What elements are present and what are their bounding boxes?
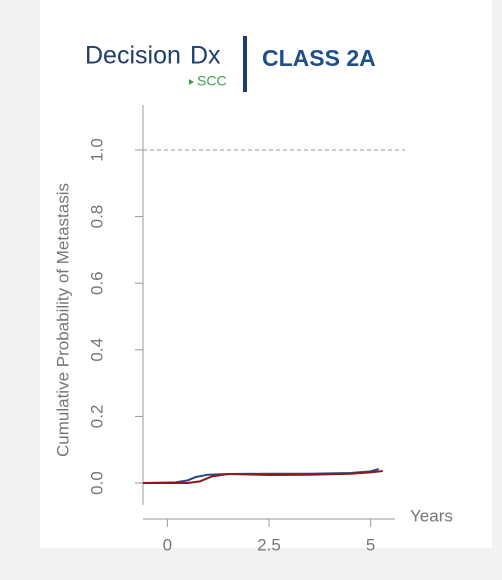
y-tick-label: 0.6 [87, 271, 106, 295]
brand: Decision [85, 42, 181, 70]
x-tick-label: 2.5 [257, 535, 281, 554]
y-tick-label: 0.8 [87, 205, 106, 229]
y-axis-label: Cumulative Probability of Metastasis [53, 183, 72, 457]
chart-title: CLASS 2A [262, 45, 376, 71]
brand-suffix: Dx [190, 42, 221, 70]
x-tick-label: 0 [163, 535, 172, 554]
y-tick-label: 0.2 [87, 405, 106, 429]
panel [40, 0, 492, 548]
y-tick-label: 1.0 [87, 138, 106, 162]
separator [243, 36, 247, 92]
x-tick-label: 5 [366, 535, 375, 554]
y-tick-label: 0.0 [87, 471, 106, 495]
line-series [143, 470, 383, 485]
y-tick-label: 0.4 [87, 338, 106, 362]
brand-arrow [189, 79, 194, 85]
x-axis-label: Years [410, 506, 453, 525]
brand-sub: SCC [197, 73, 227, 89]
